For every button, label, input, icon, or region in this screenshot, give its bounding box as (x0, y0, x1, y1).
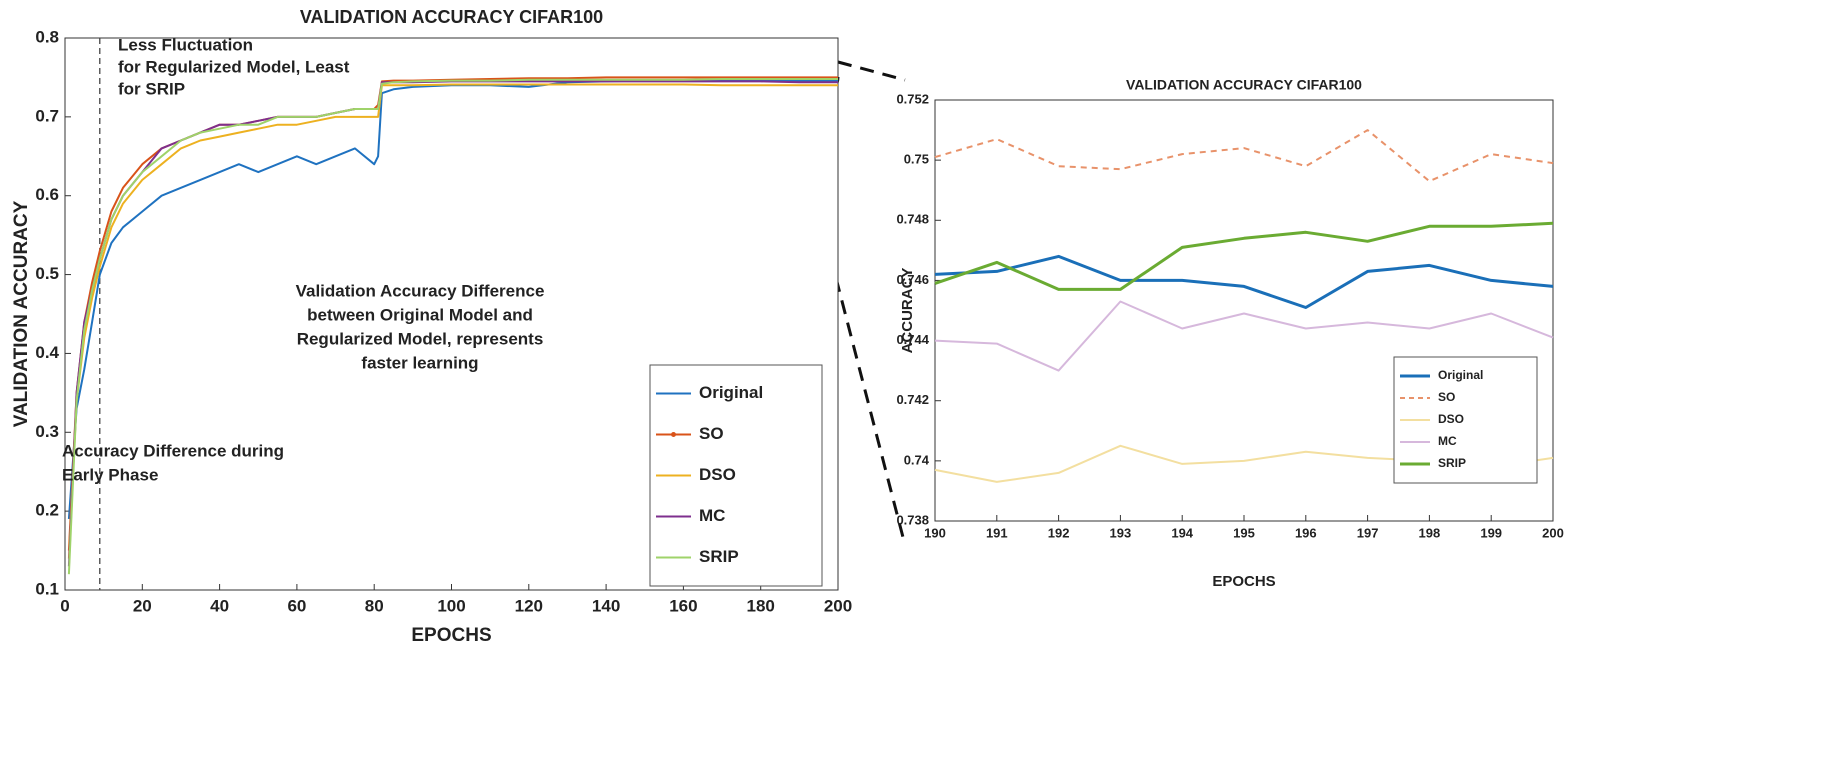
legend-label: DSO (1438, 412, 1464, 426)
y-tick-label: 0.8 (35, 27, 59, 46)
annotation: for Regularized Model, Least (118, 57, 350, 76)
y-tick-label: 0.746 (896, 272, 929, 287)
legend-label: SO (699, 424, 724, 443)
y-tick-label: 0.752 (896, 91, 929, 106)
y-tick-label: 0.748 (896, 212, 929, 227)
y-tick-label: 0.74 (904, 452, 930, 467)
series-line (934, 129, 1554, 183)
x-tick-label: 197 (1357, 525, 1379, 540)
x-axis-label: EPOCHS (411, 625, 491, 646)
y-tick-label: 0.7 (35, 106, 59, 125)
x-tick-label: 80 (365, 596, 384, 615)
y-tick-label: 0.5 (35, 264, 59, 283)
x-tick-label: 200 (1542, 525, 1564, 540)
x-tick-label: 196 (1295, 525, 1317, 540)
series-line (67, 83, 838, 559)
annotation: faster learning (361, 353, 478, 372)
legend-label: Original (699, 383, 763, 402)
y-axis-label: VALIDATION ACCURACY (11, 200, 32, 427)
x-tick-label: 190 (924, 525, 946, 540)
y-tick-label: 0.2 (35, 501, 59, 520)
x-tick-label: 100 (437, 596, 465, 615)
x-tick-label: 199 (1480, 525, 1502, 540)
x-tick-label: 200 (824, 596, 852, 615)
y-axis-label: ACCURACY (899, 268, 916, 354)
x-tick-label: 120 (515, 596, 543, 615)
legend-label: Original (1438, 368, 1483, 382)
y-tick-label: 0.75 (904, 152, 929, 167)
x-tick-label: 160 (669, 596, 697, 615)
annotation: for SRIP (118, 79, 185, 98)
x-tick-label: 193 (1110, 525, 1132, 540)
annotation: Early Phase (62, 465, 158, 484)
y-tick-label: 0.4 (35, 343, 59, 362)
legend-marker (671, 432, 676, 437)
series-line (934, 221, 1554, 291)
x-tick-label: 20 (133, 596, 152, 615)
x-tick-label: 40 (210, 596, 229, 615)
series-line (934, 300, 1554, 372)
legend-label: SRIP (699, 547, 739, 566)
chart: VALIDATION ACCURACY CIFAR100 EPOCHS VALIDA… (11, 7, 852, 646)
legend-label: SO (1438, 390, 1455, 404)
x-tick-label: 194 (1171, 525, 1193, 540)
legend-label: SRIP (1438, 456, 1466, 470)
annotation: Regularized Model, represents (297, 329, 544, 348)
legend-label: MC (1438, 434, 1457, 448)
chart: VALIDATION ACCURACY CIFAR100 EPOCHS ACCURA… (896, 77, 1563, 590)
legend-label: DSO (699, 465, 736, 484)
series-line (67, 78, 838, 575)
series-line (934, 254, 1554, 309)
y-tick-label: 0.738 (896, 512, 929, 527)
annotation: Less Fluctuation (118, 35, 253, 54)
x-tick-label: 195 (1233, 525, 1255, 540)
x-tick-label: 198 (1419, 525, 1441, 540)
annotation: Validation Accuracy Difference (296, 281, 545, 300)
annotation: Accuracy Difference during (62, 441, 284, 460)
y-tick-label: 0.3 (35, 422, 59, 441)
x-tick-label: 191 (986, 525, 1008, 540)
y-tick-label: 0.744 (896, 332, 929, 347)
annotation: between Original Model and (307, 305, 533, 324)
x-tick-label: 140 (592, 596, 620, 615)
x-axis-label: EPOCHS (1212, 573, 1275, 590)
y-tick-label: 0.742 (896, 392, 929, 407)
x-tick-label: 192 (1048, 525, 1070, 540)
x-tick-label: 0 (60, 596, 69, 615)
x-tick-label: 180 (747, 596, 775, 615)
y-tick-label: 0.1 (35, 579, 59, 598)
zoom-line (837, 60, 906, 82)
legend-label: MC (699, 506, 725, 525)
y-tick-label: 0.6 (35, 185, 59, 204)
x-tick-label: 60 (287, 596, 306, 615)
chart-title: VALIDATION ACCURACY CIFAR100 (1126, 77, 1362, 93)
chart-title: VALIDATION ACCURACY CIFAR100 (300, 7, 603, 27)
